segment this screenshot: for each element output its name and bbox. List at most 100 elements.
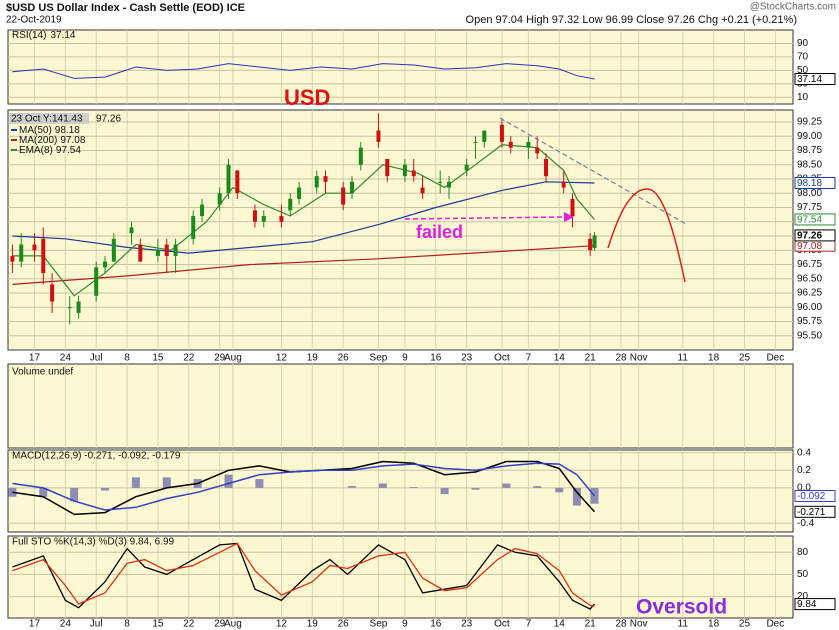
y-tick-label: 98.50 <box>797 159 822 170</box>
panel <box>7 363 794 449</box>
projection-curve <box>607 188 686 283</box>
value-tag: -0.271 <box>797 507 826 518</box>
candle-body <box>385 159 390 177</box>
y-tick-label: 20 <box>797 591 809 602</box>
quote: Open 97.04 High 97.32 Low 96.99 Close 97… <box>466 14 797 26</box>
last-close: 97.26 <box>96 114 121 125</box>
x-tick-label: 17 <box>29 619 41 630</box>
value-tag-box <box>794 490 836 503</box>
y-tick-label: 96.00 <box>797 302 822 313</box>
annotation-failed: failed <box>416 222 463 242</box>
candle-body <box>111 238 116 262</box>
candle-body <box>164 244 169 256</box>
y-tick-label: 96.75 <box>797 259 822 270</box>
x-tick-label: 7 <box>526 619 532 630</box>
candle-body <box>482 130 487 142</box>
y-tick-label: 99.25 <box>797 117 822 128</box>
histogram-bar <box>471 487 480 490</box>
candle-body <box>32 244 37 251</box>
histogram-bar <box>555 487 564 493</box>
x-tick-label: 29 <box>214 353 226 364</box>
x-tick-label: Jul <box>90 619 103 630</box>
y-tick-label: 70 <box>797 52 809 63</box>
candle-body <box>508 141 513 148</box>
value-tag: 97.08 <box>797 241 822 252</box>
x-tick-label: 9 <box>402 353 408 364</box>
histogram-bar <box>378 483 387 488</box>
sto-line <box>12 542 595 607</box>
histogram-bar <box>255 479 264 488</box>
x-tick-label: Nov <box>630 353 648 364</box>
trend-line <box>499 117 687 225</box>
x-tick-label: 16 <box>430 353 442 364</box>
panel-title: Full STO %K(14,3) %D(3) 9.84, 6.99 <box>12 537 175 548</box>
candle-body <box>50 284 55 302</box>
x-tick-label: 8 <box>124 619 130 630</box>
x-tick-label: 11 <box>678 353 689 364</box>
y-tick-label: 0.4 <box>797 447 811 458</box>
candle-body <box>288 198 293 211</box>
y-tick-label: 80 <box>797 547 809 558</box>
y-tick-label: 98.75 <box>797 145 822 156</box>
indicator-line <box>12 245 595 285</box>
x-tick-label: Aug <box>224 353 242 364</box>
histogram-bar <box>131 477 140 488</box>
legend-name: MA(200) <box>19 135 57 146</box>
y-tick-label: 0.0 <box>797 483 811 494</box>
panel <box>7 109 794 351</box>
candle-body <box>499 124 504 142</box>
candle-body <box>191 216 196 239</box>
candle-body <box>41 238 46 274</box>
candle-body <box>323 176 328 182</box>
title-value: 37.14 <box>50 30 75 41</box>
x-tick-label: 26 <box>338 619 350 630</box>
candle-body <box>420 187 425 194</box>
value-tag-box <box>794 505 836 518</box>
candle-body <box>261 216 266 222</box>
candle-body <box>173 244 178 256</box>
candle-body <box>94 267 99 296</box>
legend-name: EMA(8) <box>19 145 53 156</box>
candle-body <box>138 244 143 262</box>
candle-body <box>376 130 381 142</box>
candle-body <box>297 187 302 199</box>
histogram-bar <box>533 486 542 488</box>
x-tick-label: Dec <box>766 353 784 364</box>
candle-body <box>464 164 469 171</box>
y-tick-label: 96.50 <box>797 273 822 284</box>
y-tick-label: 90 <box>797 38 809 49</box>
candle-body <box>200 204 205 217</box>
candle-body <box>535 147 540 154</box>
indicator-line <box>12 181 595 254</box>
x-tick-label: 11 <box>678 619 689 630</box>
candle-body <box>588 238 593 251</box>
candle-body <box>10 255 15 262</box>
annotations: USD failed Oversold <box>284 85 727 619</box>
value-tag: 98.18 <box>797 178 822 189</box>
x-tick-label: 17 <box>29 353 41 364</box>
x-tick-label: 22 <box>183 353 195 364</box>
histogram-bar <box>70 487 79 502</box>
chart-date: 22-Oct-2019 <box>6 15 62 26</box>
value-tag: -0.092 <box>797 491 826 502</box>
histogram-bar <box>224 474 233 488</box>
candle-body <box>561 181 566 188</box>
candle-body <box>592 235 597 248</box>
histogram-bar <box>409 487 418 488</box>
candle-body <box>544 159 549 177</box>
x-tick-label: 15 <box>152 619 164 630</box>
x-tick-label: 28 <box>615 619 627 630</box>
y-tick-label: 99.00 <box>797 131 822 142</box>
candle-body <box>314 176 319 188</box>
panel-title: MACD(12,26,9) -0.271, -0.092, -0.179 <box>12 451 181 462</box>
x-tick-label: 23 <box>461 353 473 364</box>
crosshair-box <box>9 113 89 124</box>
legend-name: MA(50) <box>19 125 52 136</box>
x-tick-label: 7 <box>526 353 532 364</box>
legend-entry: MA(200) 97.08 <box>19 135 86 146</box>
y-tick-label: 96.25 <box>797 288 822 299</box>
value-tag: 97.26 <box>797 231 822 242</box>
macd-line <box>12 462 596 511</box>
x-tick-label: Oct <box>494 619 510 630</box>
